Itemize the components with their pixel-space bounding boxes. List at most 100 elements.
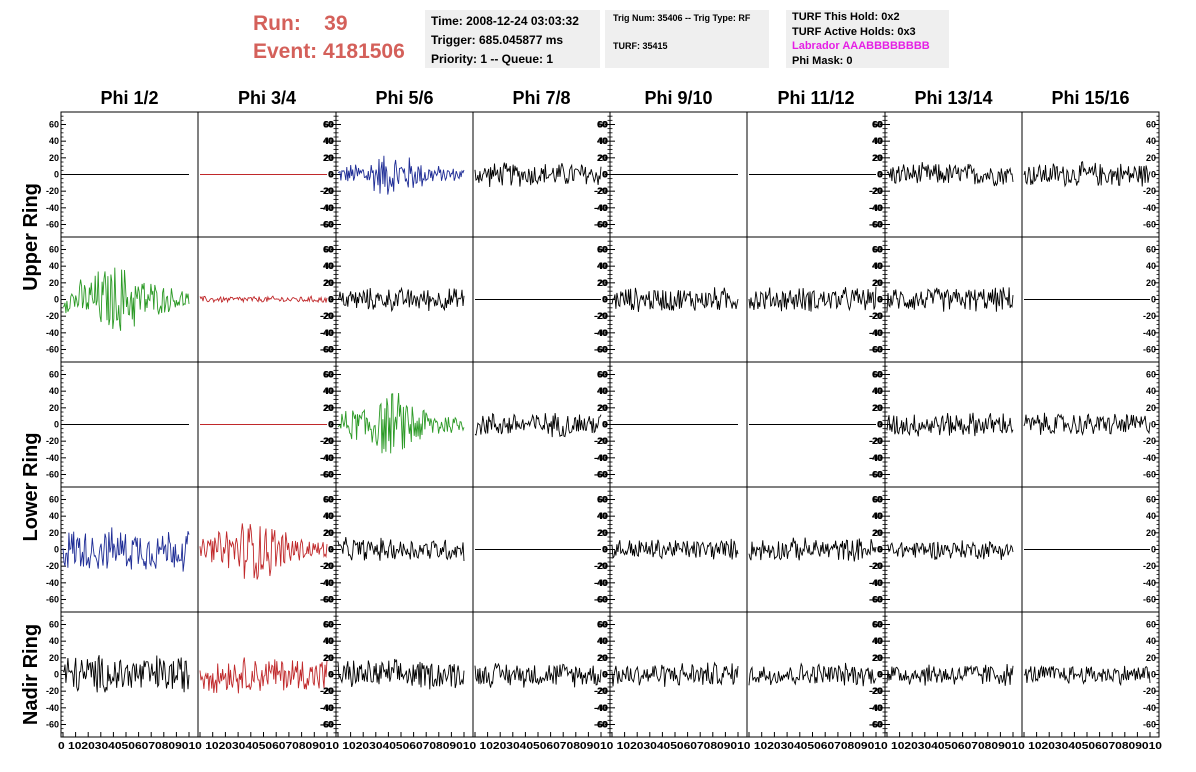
y-tick-label: 40	[324, 636, 334, 646]
y-tick-label: -20	[869, 311, 882, 321]
y-tick-label: -20	[46, 561, 59, 571]
y-tick-label: -40	[321, 203, 334, 213]
y-tick-label: -60	[869, 345, 882, 355]
y-tick-label: -20	[1143, 561, 1156, 571]
event-label: Event:	[253, 40, 318, 63]
y-tick-label: -60	[320, 345, 333, 355]
y-tick-label: 20	[324, 403, 334, 413]
waveform-trace	[337, 155, 465, 195]
y-tick-label: 40	[873, 636, 883, 646]
y-tick-label: -20	[594, 186, 607, 196]
event-value: 4181506	[323, 40, 405, 63]
y-tick-label: -40	[594, 328, 607, 338]
y-tick-label: 0	[1151, 295, 1156, 305]
y-tick-label: 40	[324, 136, 334, 146]
y-tick-label: 40	[598, 386, 608, 396]
y-tick-label: 40	[324, 261, 334, 271]
waveform-trace	[337, 658, 465, 690]
y-tick-label: -20	[46, 686, 59, 696]
waveform-trace	[748, 286, 877, 312]
y-tick-label: -40	[46, 453, 59, 463]
y-tick-label: -60	[46, 220, 59, 230]
y-tick-label: 20	[324, 153, 334, 163]
priority-text: Priority: 1 -- Queue: 1	[431, 52, 554, 66]
y-tick-label: -60	[1143, 720, 1156, 730]
y-tick-label: -40	[321, 453, 334, 463]
y-tick-label: 60	[49, 620, 59, 630]
waveform-trace	[886, 287, 1014, 312]
y-tick-label: -20	[46, 311, 59, 321]
y-tick-label: -20	[46, 186, 59, 196]
y-tick-label: 60	[872, 120, 882, 130]
y-tick-label: 20	[1146, 403, 1156, 413]
y-tick-label: 60	[873, 370, 883, 380]
y-tick-label: -60	[869, 595, 882, 605]
y-tick-label: -40	[46, 203, 59, 213]
panel-frame	[884, 111, 1023, 238]
y-tick-label: -40	[594, 203, 607, 213]
y-tick-label: -20	[594, 436, 607, 446]
panel-frame	[609, 611, 748, 738]
y-tick-label: 0	[878, 295, 883, 305]
y-tick-label: -60	[46, 720, 59, 730]
y-tick-label: -20	[870, 686, 883, 696]
y-tick-label: 40	[598, 511, 608, 521]
waveform-trace	[474, 162, 602, 188]
y-tick-label: 20	[1146, 153, 1156, 163]
y-tick-label: -60	[595, 720, 608, 730]
run-row: Run: 39	[253, 10, 405, 38]
y-tick-label: 0	[877, 420, 882, 430]
y-tick-label: -60	[595, 220, 608, 230]
y-tick-label: 20	[597, 278, 607, 288]
y-tick-label: -40	[595, 453, 608, 463]
y-tick-label: 20	[873, 528, 883, 538]
waveform-trace	[199, 295, 328, 304]
y-tick-label: 40	[597, 261, 607, 271]
y-tick-label: 40	[872, 636, 882, 646]
y-tick-label: -60	[869, 720, 882, 730]
y-tick-label: -40	[870, 578, 883, 588]
y-tick-label: -60	[594, 345, 607, 355]
y-tick-label: -20	[595, 311, 608, 321]
waveform-trace	[199, 523, 328, 580]
y-tick-label: 0	[328, 295, 333, 305]
column-header: Phi 9/10	[644, 88, 712, 108]
y-tick-label: 60	[49, 370, 59, 380]
y-tick-label: 20	[1146, 653, 1156, 663]
y-tick-label: 40	[323, 511, 333, 521]
y-tick-label: -60	[594, 470, 607, 480]
y-tick-label: -20	[595, 186, 608, 196]
y-tick-label: 0	[602, 420, 607, 430]
y-tick-label: -60	[869, 470, 882, 480]
y-tick-label: -20	[869, 186, 882, 196]
y-tick-label: 60	[872, 370, 882, 380]
y-tick-label: -60	[320, 595, 333, 605]
y-tick-label: -60	[870, 345, 883, 355]
panel-frame	[472, 361, 611, 488]
y-tick-label: 60	[1146, 495, 1156, 505]
labrador-text: Labrador AAABBBBBBBB	[792, 40, 930, 52]
y-tick-label: 0	[328, 670, 333, 680]
waveform-trace	[611, 287, 739, 312]
y-tick-label: -60	[320, 220, 333, 230]
y-tick-label: -40	[594, 453, 607, 463]
y-tick-label: 40	[1146, 136, 1156, 146]
column-header: Phi 3/4	[238, 88, 296, 108]
y-tick-label: -20	[870, 436, 883, 446]
y-tick-label: 20	[598, 278, 608, 288]
y-tick-label: 60	[324, 245, 334, 255]
y-tick-label: -20	[594, 561, 607, 571]
y-tick-label: 60	[324, 120, 334, 130]
y-tick-label: 20	[323, 528, 333, 538]
y-tick-label: 60	[598, 245, 608, 255]
y-tick-label: -60	[46, 595, 59, 605]
y-tick-label: 40	[49, 261, 59, 271]
y-tick-label: 60	[323, 495, 333, 505]
y-tick-label: 60	[1146, 245, 1156, 255]
y-tick-label: 40	[1146, 636, 1156, 646]
y-tick-label: -60	[320, 720, 333, 730]
waveform-trace	[886, 663, 1014, 686]
y-tick-label: -20	[321, 561, 334, 571]
waveform-trace	[1023, 412, 1151, 436]
y-tick-label: 20	[873, 403, 883, 413]
